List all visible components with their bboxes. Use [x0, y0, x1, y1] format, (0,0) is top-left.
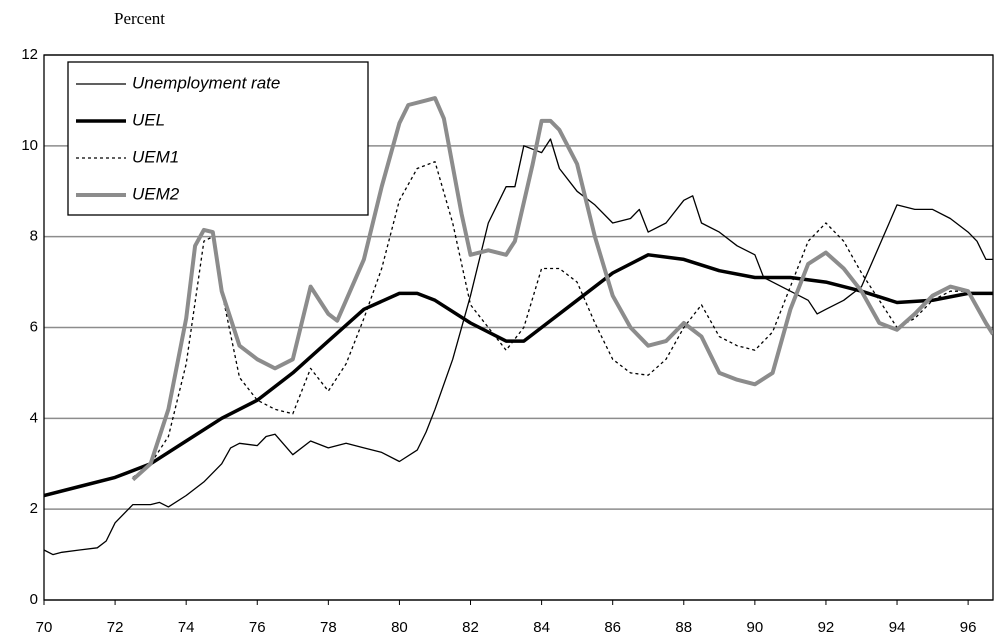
y-tick-label: 2 — [30, 500, 38, 517]
y-tick-label: 12 — [21, 46, 38, 63]
x-tick-label: 74 — [178, 619, 195, 636]
x-tick-label: 70 — [36, 619, 53, 636]
legend-label: UEL — [132, 110, 165, 129]
y-axis-label: Percent — [114, 9, 165, 28]
x-tick-label: 90 — [747, 619, 764, 636]
y-tick-label: 10 — [21, 137, 38, 154]
x-tick-label: 78 — [320, 619, 337, 636]
x-tick-label: 84 — [533, 619, 550, 636]
series-line — [44, 138, 993, 556]
series-line — [44, 253, 993, 498]
x-tick-label: 96 — [960, 619, 977, 636]
y-tick-label: 8 — [30, 228, 38, 245]
legend-label: UEM2 — [132, 184, 180, 203]
x-tick-label: 72 — [107, 619, 124, 636]
x-tick-label: 76 — [249, 619, 266, 636]
x-tick-label: 80 — [391, 619, 408, 636]
legend-box — [67, 61, 369, 216]
y-tick-label: 6 — [30, 318, 38, 335]
series-line — [131, 96, 993, 482]
plot-frame — [43, 54, 994, 601]
y-tick-label: 4 — [30, 409, 38, 426]
y-tick-label: 0 — [30, 591, 38, 608]
x-tick-label: 86 — [604, 619, 621, 636]
x-tick-label: 82 — [462, 619, 479, 636]
legend-label: UEM1 — [132, 147, 179, 166]
x-tick-label: 92 — [818, 619, 835, 636]
series-line — [132, 161, 993, 478]
x-tick-label: 88 — [675, 619, 692, 636]
x-tick-label: 94 — [889, 619, 906, 636]
legend-label: Unemployment rate — [132, 73, 280, 92]
